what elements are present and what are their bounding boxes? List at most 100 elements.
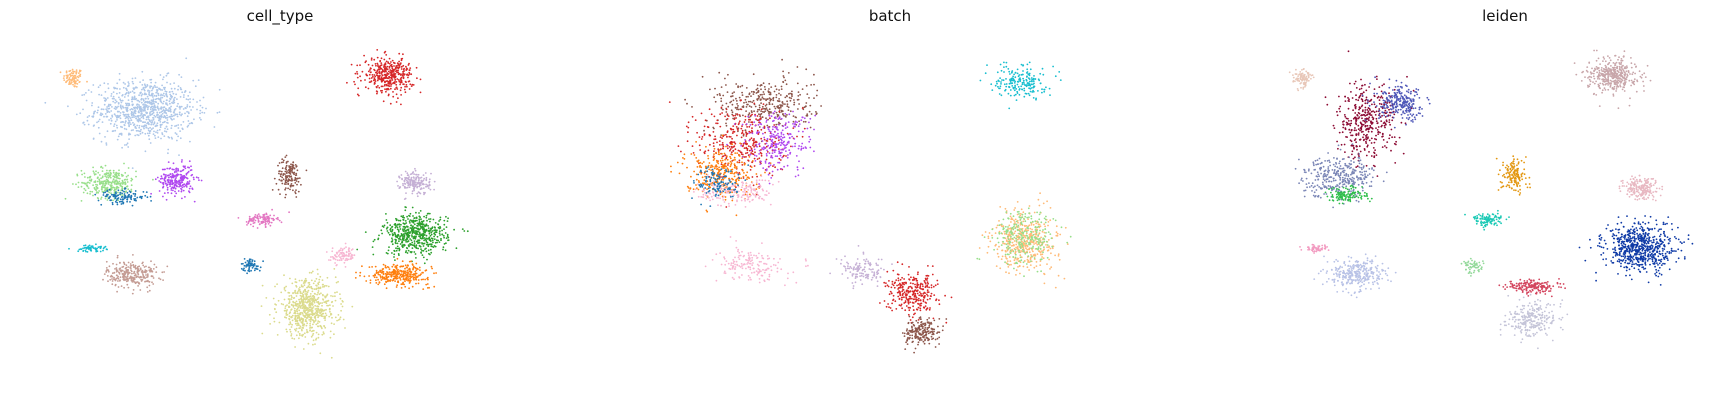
data-point — [414, 230, 417, 232]
data-point — [144, 132, 147, 135]
data-point — [101, 176, 104, 179]
data-point — [311, 301, 314, 303]
data-point — [96, 191, 98, 193]
data-point — [429, 240, 432, 243]
data-point — [356, 248, 359, 251]
data-point — [726, 91, 729, 93]
data-point — [150, 85, 153, 88]
data-point — [359, 75, 361, 78]
data-point — [250, 262, 253, 265]
data-point — [152, 277, 155, 279]
data-point — [117, 199, 120, 202]
data-point — [280, 221, 283, 224]
data-point — [297, 331, 300, 333]
data-point — [131, 261, 134, 264]
data-point — [113, 125, 115, 127]
data-point — [255, 265, 258, 268]
data-point — [304, 297, 307, 299]
data-point — [780, 105, 782, 108]
data-point — [185, 173, 188, 176]
data-point — [177, 127, 180, 129]
data-point — [426, 277, 429, 280]
data-point — [740, 136, 743, 139]
data-point — [169, 173, 172, 175]
data-point — [106, 199, 109, 201]
data-point — [107, 280, 109, 283]
data-point — [146, 291, 149, 293]
data-point — [131, 281, 134, 283]
data-point — [133, 96, 136, 99]
data-point — [426, 185, 429, 188]
data-point — [336, 291, 338, 293]
data-point — [68, 70, 71, 73]
data-point — [247, 222, 250, 225]
data-point — [779, 94, 782, 96]
data-point — [443, 219, 446, 222]
data-point — [417, 225, 419, 227]
data-point — [729, 101, 731, 104]
data-point — [439, 216, 442, 219]
data-point — [312, 339, 315, 342]
data-point — [311, 334, 314, 337]
data-point — [349, 257, 352, 260]
data-point — [743, 101, 745, 104]
data-point — [126, 178, 129, 181]
data-point — [77, 181, 80, 184]
data-point — [395, 265, 397, 268]
data-point — [383, 278, 386, 280]
data-point — [142, 103, 144, 106]
data-point — [144, 107, 146, 109]
data-point — [121, 194, 123, 196]
data-point — [398, 249, 401, 252]
data-point — [288, 179, 291, 181]
data-point — [400, 223, 402, 226]
data-point — [360, 79, 362, 82]
data-point — [321, 283, 324, 286]
data-point — [173, 87, 176, 90]
data-point — [399, 238, 402, 241]
data-point — [192, 106, 194, 108]
data-point — [105, 144, 108, 146]
data-point — [402, 228, 404, 231]
data-point — [314, 293, 316, 295]
data-point — [747, 113, 750, 116]
data-point — [127, 194, 130, 197]
data-point — [403, 278, 406, 281]
data-point — [396, 62, 399, 65]
data-point — [139, 268, 142, 271]
data-point — [421, 222, 423, 225]
data-point — [181, 127, 184, 130]
data-point — [116, 182, 119, 185]
data-point — [162, 109, 165, 112]
data-point — [143, 276, 146, 279]
data-point — [136, 134, 139, 136]
data-point — [165, 99, 168, 102]
data-point — [78, 81, 81, 83]
data-point — [423, 228, 426, 231]
data-point — [304, 288, 307, 291]
data-point — [392, 233, 395, 236]
data-point — [159, 119, 161, 121]
data-point — [280, 161, 283, 164]
data-point — [415, 257, 417, 259]
data-point — [125, 115, 128, 118]
data-point — [136, 104, 138, 106]
data-point — [172, 92, 175, 95]
data-point — [393, 68, 396, 71]
data-point — [106, 275, 109, 277]
data-point — [115, 267, 118, 269]
data-point — [420, 248, 422, 251]
data-point — [405, 279, 408, 281]
data-point — [166, 104, 169, 106]
data-point — [416, 267, 419, 270]
data-point — [147, 118, 150, 120]
data-point — [376, 70, 379, 72]
data-point — [183, 94, 185, 96]
data-point — [88, 182, 91, 184]
data-point — [289, 188, 291, 191]
data-point — [96, 250, 99, 253]
data-point — [385, 213, 387, 215]
data-point — [85, 99, 88, 102]
data-point — [279, 173, 282, 176]
data-point — [117, 194, 120, 197]
